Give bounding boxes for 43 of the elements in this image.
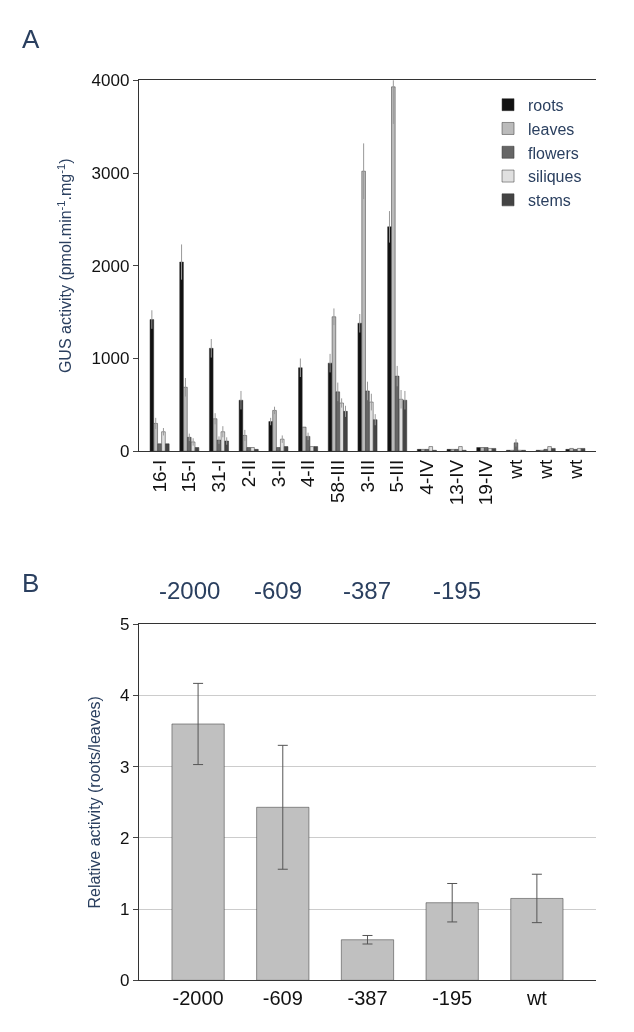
x-tick-label: wt <box>505 459 527 480</box>
x-tick-label: wt <box>564 459 586 480</box>
y-axis-title: Relative activity (roots/leaves) <box>85 696 103 909</box>
x-tick-label: -609 <box>262 987 303 1010</box>
y-tick-label: 1 <box>119 900 130 920</box>
legend-label: roots <box>528 96 564 114</box>
y-tick-label: 0 <box>119 442 130 462</box>
y-tick-label: 3000 <box>91 164 130 184</box>
text: -2000 <box>159 577 221 604</box>
text: -195 <box>433 577 482 604</box>
legend-label: siliques <box>528 168 582 186</box>
text: -387 <box>343 577 392 604</box>
chart-title: B <box>22 568 40 598</box>
x-tick-label: 13-IV <box>445 459 467 506</box>
y-tick-label: 2 <box>119 828 130 848</box>
x-tick-label: 19-IV <box>475 459 497 506</box>
x-tick-label: 16-I <box>148 459 170 493</box>
x-tick-label: 4-IV <box>416 459 438 495</box>
x-tick-label: 31-I <box>208 459 230 493</box>
x-tick-label: 2-II <box>237 459 259 488</box>
x-tick-label: -387 <box>347 987 388 1010</box>
y-tick-label: 1000 <box>91 349 130 369</box>
legend-label: flowers <box>528 144 579 162</box>
y-tick-label: 5 <box>119 615 130 635</box>
y-tick-label: 4 <box>119 686 130 706</box>
y-tick-label: 0 <box>119 971 130 991</box>
text: -609 <box>254 577 303 604</box>
legend-label: stems <box>528 192 571 210</box>
x-tick-label: -2000 <box>172 987 224 1010</box>
y-tick-label: 2000 <box>91 256 130 276</box>
x-tick-label: 4-II <box>297 459 319 488</box>
x-tick-label: 3-III <box>356 459 378 493</box>
x-tick-label: 58-III <box>326 459 348 504</box>
x-tick-label: wt <box>534 459 556 480</box>
x-tick-label: wt <box>525 987 548 1010</box>
x-tick-label: 15-I <box>178 459 200 493</box>
x-tick-label: -195 <box>432 987 473 1010</box>
legend-label: leaves <box>528 120 575 138</box>
y-tick-label: 3 <box>119 757 130 777</box>
y-tick-label: 4000 <box>91 71 130 91</box>
x-tick-label: 5-III <box>386 459 408 493</box>
chart-title: A <box>22 24 40 54</box>
x-tick-label: 3-II <box>267 459 289 488</box>
